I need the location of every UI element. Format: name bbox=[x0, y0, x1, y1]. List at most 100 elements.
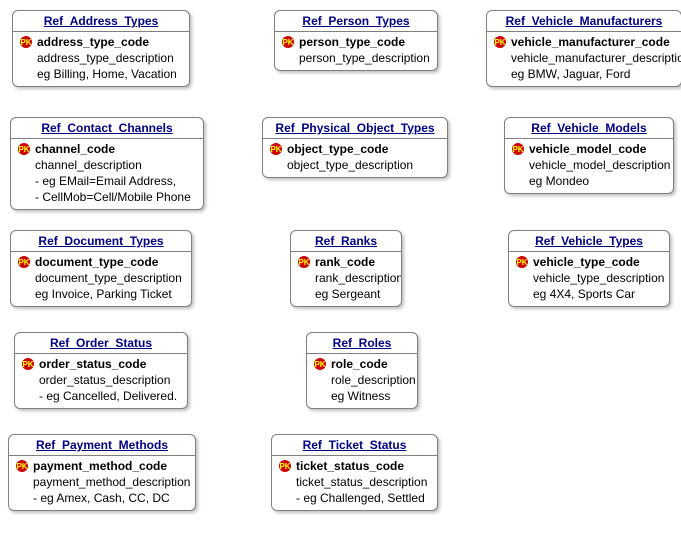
attr-text: eg Sergeant bbox=[315, 286, 380, 302]
svg-text:PK: PK bbox=[16, 462, 27, 471]
attr-text: object_type_code bbox=[287, 141, 388, 157]
primary-key-icon: PK bbox=[313, 357, 327, 371]
entity-title: Ref_Roles bbox=[307, 333, 417, 354]
entity-title: Ref_Contact_Channels bbox=[11, 118, 203, 139]
primary-key-icon: PK bbox=[17, 142, 31, 156]
attr-row: ticket_status_description bbox=[278, 474, 431, 490]
pk-row: PK person_type_code bbox=[281, 34, 431, 50]
pk-row: PKrank_code bbox=[297, 254, 395, 270]
attr-row: eg Sergeant bbox=[297, 286, 395, 302]
attr-row: vehicle_manufacturer_description bbox=[493, 50, 675, 66]
pk-row: PK object_type_code bbox=[269, 141, 441, 157]
entity-body: PKorder_status_codeorder_status_descript… bbox=[15, 354, 187, 408]
primary-key-icon: PK bbox=[15, 459, 29, 473]
entity-title: Ref_Ranks bbox=[291, 231, 401, 252]
attr-row: role_description bbox=[313, 372, 411, 388]
entity-body: PKaddress_type_codeaddress_type_descript… bbox=[13, 32, 189, 86]
attr-row: order_status_description bbox=[21, 372, 181, 388]
attr-row: - eg EMail=Email Address, bbox=[17, 173, 197, 189]
entity-body: PKrank_coderank_descriptioneg Sergeant bbox=[291, 252, 401, 306]
attr-row: eg Billing, Home, Vacation bbox=[19, 66, 183, 82]
entity-title: Ref_Order_Status bbox=[15, 333, 187, 354]
primary-key-icon: PK bbox=[269, 142, 283, 156]
pk-row: PKaddress_type_code bbox=[19, 34, 183, 50]
attr-text: rank_code bbox=[315, 254, 375, 270]
attr-text: eg 4X4, Sports Car bbox=[533, 286, 635, 302]
attr-text: ticket_status_description bbox=[296, 474, 427, 490]
attr-row: eg Invoice, Parking Ticket bbox=[17, 286, 185, 302]
primary-key-icon: PK bbox=[515, 255, 529, 269]
attr-row: vehicle_type_description bbox=[515, 270, 663, 286]
pk-row: PKorder_status_code bbox=[21, 356, 181, 372]
pk-row: PKchannel_code bbox=[17, 141, 197, 157]
attr-text: vehicle_type_description bbox=[533, 270, 664, 286]
pk-row: PKticket_status_code bbox=[278, 458, 431, 474]
primary-key-icon: PK bbox=[17, 255, 31, 269]
entity-ref_ranks: Ref_RanksPKrank_coderank_descriptioneg S… bbox=[290, 230, 402, 307]
primary-key-icon: PK bbox=[21, 357, 35, 371]
attr-text: vehicle_model_description bbox=[529, 157, 670, 173]
attr-row: payment_method_description bbox=[15, 474, 189, 490]
attr-text: rank_description bbox=[315, 270, 402, 286]
svg-text:PK: PK bbox=[512, 145, 523, 154]
attr-row: channel_description bbox=[17, 157, 197, 173]
attr-text: vehicle_type_code bbox=[533, 254, 640, 270]
entity-ref_document_types: Ref_Document_Types PKdocument_type_codedo… bbox=[10, 230, 192, 307]
attr-row: eg Mondeo bbox=[511, 173, 667, 189]
pk-row: PKdocument_type_code bbox=[17, 254, 185, 270]
attr-text: object_type_description bbox=[287, 157, 413, 173]
attr-text: order_status_description bbox=[39, 372, 170, 388]
pk-row: PKvehicle_model_code bbox=[511, 141, 667, 157]
attr-text: vehicle_manufacturer_description bbox=[511, 50, 681, 66]
attr-row: - CellMob=Cell/Mobile Phone bbox=[17, 189, 197, 205]
entity-ref_payment_methods: Ref_Payment_Methods PK payment_method_code… bbox=[8, 434, 196, 511]
attr-row: address_type_description bbox=[19, 50, 183, 66]
entity-title: Ref_Vehicle_Models bbox=[505, 118, 673, 139]
attr-row: - eg Cancelled, Delivered. bbox=[21, 388, 181, 404]
svg-text:PK: PK bbox=[516, 258, 527, 267]
attr-row: - eg Amex, Cash, CC, DC bbox=[15, 490, 189, 506]
attr-text: document_type_description bbox=[35, 270, 182, 286]
attr-row: rank_description bbox=[297, 270, 395, 286]
entity-body: PK vehicle_type_codevehicle_type_descript… bbox=[509, 252, 669, 306]
attr-text: - eg EMail=Email Address, bbox=[35, 173, 176, 189]
entity-body: PK payment_method_codepayment_method_desc… bbox=[9, 456, 195, 510]
svg-text:PK: PK bbox=[279, 462, 290, 471]
entity-ref_roles: Ref_RolesPKrole_coderole_descriptioneg W… bbox=[306, 332, 418, 409]
attr-text: - eg Cancelled, Delivered. bbox=[39, 388, 177, 404]
attr-text: eg Invoice, Parking Ticket bbox=[35, 286, 172, 302]
entity-body: PKvehicle_manufacturer_codevehicle_manuf… bbox=[487, 32, 681, 86]
entity-ref_contact_channels: Ref_Contact_ChannelsPKchannel_codechanne… bbox=[10, 117, 204, 210]
entity-body: PK person_type_codeperson_type_descriptio… bbox=[275, 32, 437, 70]
attr-text: person_type_description bbox=[299, 50, 430, 66]
entity-title: Ref_Address_Types bbox=[13, 11, 189, 32]
primary-key-icon: PK bbox=[278, 459, 292, 473]
pk-row: PK payment_method_code bbox=[15, 458, 189, 474]
pk-row: PK vehicle_type_code bbox=[515, 254, 663, 270]
attr-text: payment_method_code bbox=[33, 458, 167, 474]
attr-text: eg Billing, Home, Vacation bbox=[37, 66, 177, 82]
entity-title: Ref_Document_Types bbox=[11, 231, 191, 252]
entity-title: Ref_Vehicle_Manufacturers bbox=[487, 11, 681, 32]
attr-row: eg 4X4, Sports Car bbox=[515, 286, 663, 302]
entity-title: Ref_Payment_Methods bbox=[9, 435, 195, 456]
entity-body: PKchannel_codechannel_description- eg EM… bbox=[11, 139, 203, 209]
primary-key-icon: PK bbox=[281, 35, 295, 49]
attr-text: eg BMW, Jaguar, Ford bbox=[511, 66, 630, 82]
primary-key-icon: PK bbox=[19, 35, 33, 49]
svg-text:PK: PK bbox=[494, 38, 505, 47]
entity-body: PKticket_status_codeticket_status_descri… bbox=[272, 456, 437, 510]
svg-text:PK: PK bbox=[270, 145, 281, 154]
primary-key-icon: PK bbox=[493, 35, 507, 49]
entity-title: Ref_Physical_Object_Types bbox=[263, 118, 447, 139]
attr-text: role_code bbox=[331, 356, 388, 372]
svg-text:PK: PK bbox=[282, 38, 293, 47]
pk-row: PK role_code bbox=[313, 356, 411, 372]
entity-title: Ref_Vehicle_Types bbox=[509, 231, 669, 252]
attr-text: - eg Amex, Cash, CC, DC bbox=[33, 490, 170, 506]
attr-text: - CellMob=Cell/Mobile Phone bbox=[35, 189, 191, 205]
attr-text: person_type_code bbox=[299, 34, 405, 50]
entity-ref_physical_object_types: Ref_Physical_Object_Types PK object_type_c… bbox=[262, 117, 448, 178]
attr-text: eg Mondeo bbox=[529, 173, 589, 189]
attr-text: payment_method_description bbox=[33, 474, 190, 490]
